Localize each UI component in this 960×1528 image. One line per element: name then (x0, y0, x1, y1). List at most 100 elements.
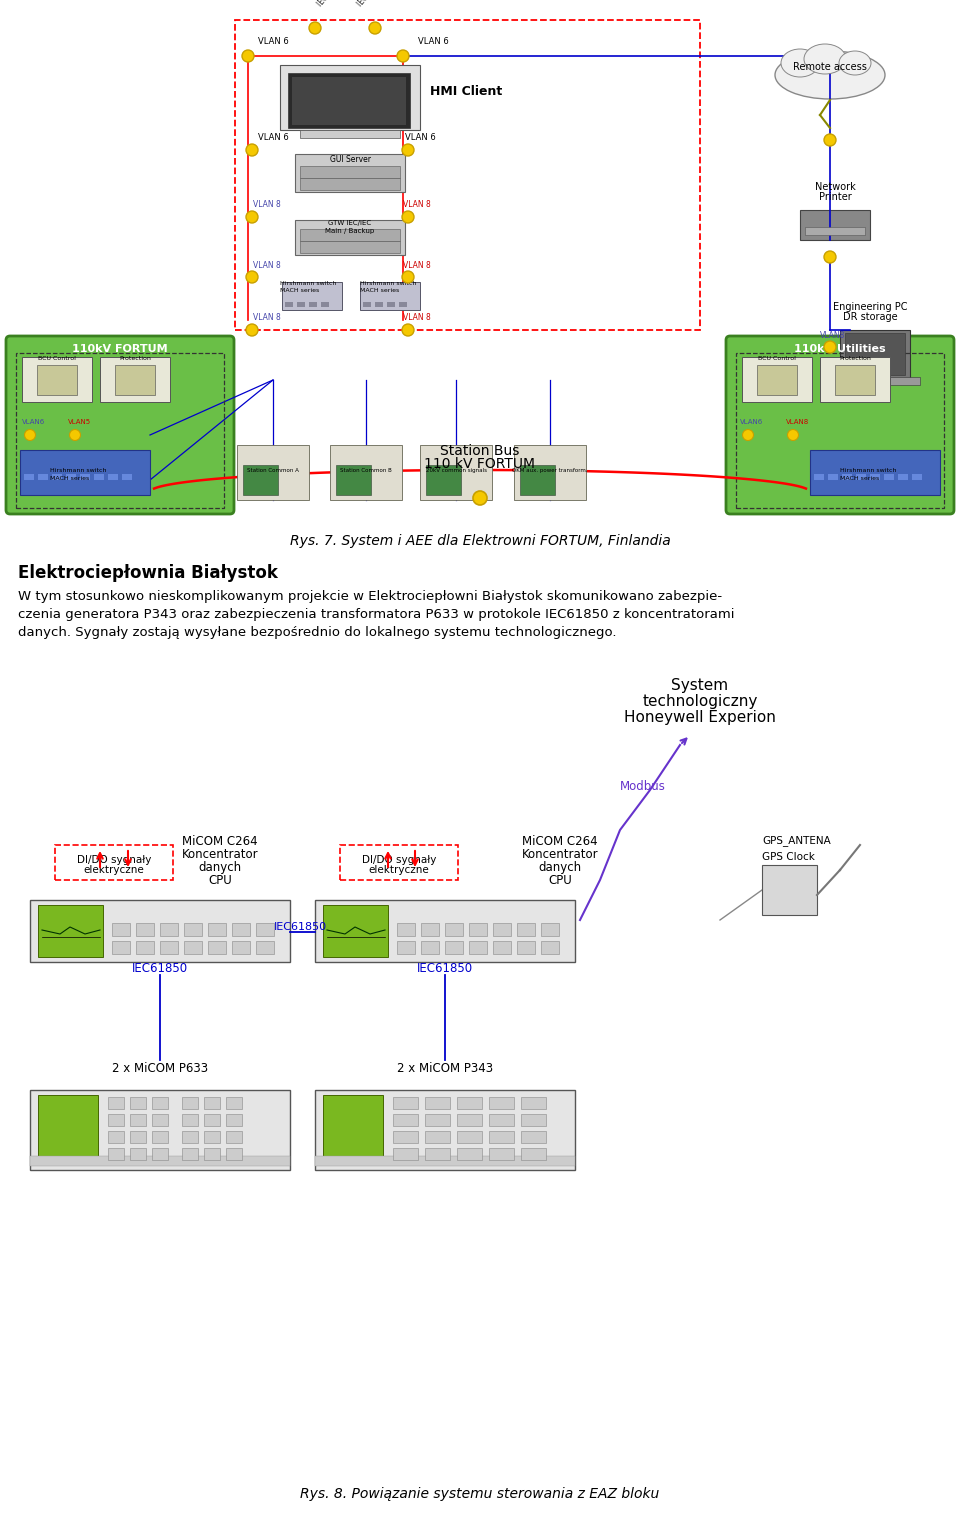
Bar (24, 474, 34, 480)
Bar (457, 1097, 482, 1109)
Circle shape (69, 429, 81, 440)
Bar (393, 1114, 418, 1126)
Bar (742, 358, 812, 402)
Text: Main / Backup: Main / Backup (325, 228, 374, 234)
Bar (288, 73, 410, 128)
Bar (323, 905, 388, 957)
Bar (425, 1114, 450, 1126)
Text: 110 kV FORTUM: 110 kV FORTUM (424, 457, 536, 471)
Text: BCU Control: BCU Control (758, 356, 796, 361)
Circle shape (242, 50, 254, 63)
Ellipse shape (775, 50, 885, 99)
Bar (108, 1114, 124, 1126)
Text: Protection: Protection (119, 356, 151, 361)
Circle shape (473, 490, 487, 504)
Bar (387, 303, 395, 307)
Bar (457, 1148, 482, 1160)
Circle shape (824, 341, 836, 353)
Bar (397, 923, 415, 937)
Text: GUI Server: GUI Server (329, 154, 371, 163)
Circle shape (787, 429, 799, 440)
Bar (226, 1148, 242, 1160)
Text: VLAN6: VLAN6 (22, 419, 45, 425)
Bar (315, 1157, 575, 1166)
Bar (130, 1148, 146, 1160)
Bar (870, 474, 880, 480)
Bar (814, 474, 824, 480)
Bar (226, 1131, 242, 1143)
Bar (541, 941, 559, 953)
Bar (336, 465, 371, 495)
Text: IEC61850: IEC61850 (417, 963, 473, 975)
Bar (38, 905, 103, 957)
Bar (232, 923, 250, 937)
Text: Remote access: Remote access (793, 63, 867, 72)
Circle shape (824, 134, 836, 147)
Bar (517, 941, 535, 953)
Bar (295, 220, 405, 255)
Text: Printer: Printer (819, 193, 852, 202)
Bar (30, 1089, 290, 1170)
Bar (226, 1097, 242, 1109)
Bar (321, 303, 329, 307)
Bar (375, 303, 383, 307)
Bar (285, 303, 293, 307)
Text: BCU Control: BCU Control (38, 356, 76, 361)
Bar (912, 474, 922, 480)
Bar (182, 1148, 198, 1160)
Text: Honeywell Experion: Honeywell Experion (624, 711, 776, 724)
Text: 110kV FORTUM: 110kV FORTUM (72, 344, 168, 354)
Text: VLAN 8: VLAN 8 (253, 261, 280, 270)
Bar (828, 474, 838, 480)
Bar (884, 474, 894, 480)
Text: Rys. 8. Powiązanie systemu sterowania z EAZ bloku: Rys. 8. Powiązanie systemu sterowania z … (300, 1487, 660, 1500)
Text: 2 x MiCOM P343: 2 x MiCOM P343 (396, 1062, 493, 1076)
Bar (256, 923, 274, 937)
Text: 20kV common signals: 20kV common signals (425, 468, 487, 474)
Bar (898, 474, 908, 480)
Bar (160, 923, 178, 937)
Bar (182, 1114, 198, 1126)
Text: IEC61850: IEC61850 (132, 963, 188, 975)
Bar (425, 1131, 450, 1143)
Bar (130, 1131, 146, 1143)
Bar (842, 474, 852, 480)
Text: danych: danych (199, 860, 242, 874)
Bar (204, 1148, 220, 1160)
Text: Station Bus: Station Bus (441, 445, 519, 458)
Text: VLAN 8: VLAN 8 (253, 313, 280, 322)
Bar (130, 1114, 146, 1126)
Bar (514, 445, 586, 500)
Bar (152, 1131, 168, 1143)
Bar (800, 209, 870, 240)
Circle shape (246, 324, 258, 336)
Bar (184, 923, 202, 937)
Bar (420, 445, 492, 500)
Bar (489, 1114, 514, 1126)
Bar (421, 923, 439, 937)
Bar (457, 1131, 482, 1143)
Bar (315, 1089, 575, 1170)
Bar (521, 1114, 546, 1126)
Bar (393, 1097, 418, 1109)
Circle shape (402, 144, 414, 156)
Bar (457, 1114, 482, 1126)
Text: System: System (671, 678, 729, 694)
Bar (30, 1157, 290, 1166)
Bar (845, 333, 905, 374)
Bar (38, 474, 48, 480)
Text: VLAN8: VLAN8 (820, 332, 846, 341)
Bar (52, 474, 62, 480)
Bar (330, 445, 402, 500)
Text: danych. Sygnały zostają wysyłane bezpośrednio do lokalnego systemu technologiczn: danych. Sygnały zostają wysyłane bezpośr… (18, 626, 616, 639)
Text: VLAN 8: VLAN 8 (403, 313, 431, 322)
Text: 2 x MiCOM P633: 2 x MiCOM P633 (112, 1062, 208, 1076)
Bar (208, 923, 226, 937)
Bar (425, 1097, 450, 1109)
Ellipse shape (781, 49, 819, 76)
Bar (208, 941, 226, 953)
Bar (160, 941, 178, 953)
FancyBboxPatch shape (726, 336, 954, 513)
Bar (115, 365, 155, 396)
Text: Network: Network (815, 182, 855, 193)
